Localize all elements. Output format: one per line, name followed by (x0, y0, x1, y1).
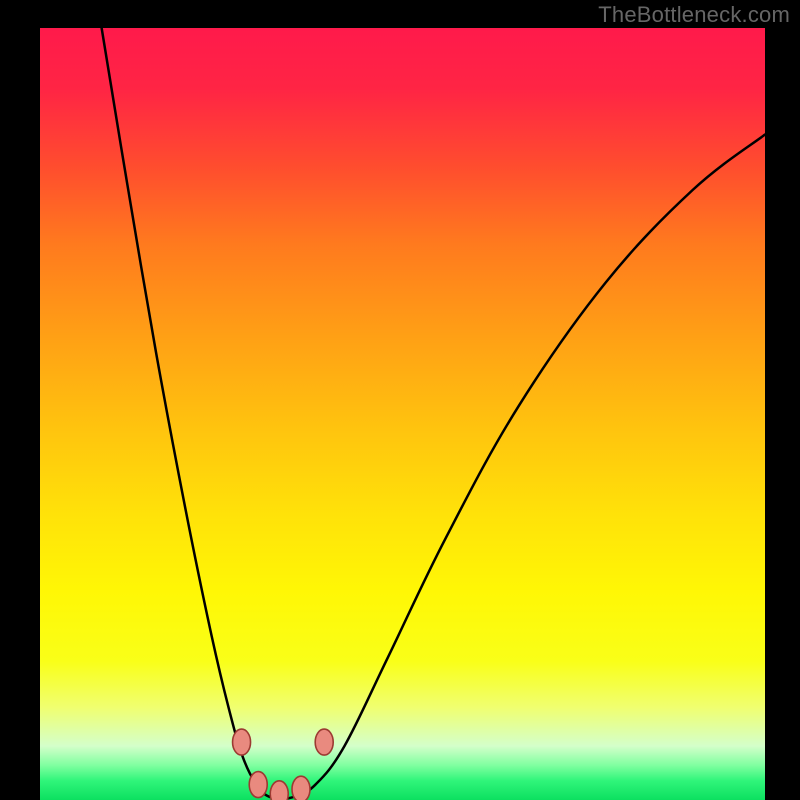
curve-marker (249, 772, 267, 798)
chart-canvas (0, 0, 800, 800)
curve-marker (270, 781, 288, 800)
curve-marker (292, 776, 310, 800)
curve-marker (233, 729, 251, 755)
plot-gradient-background (40, 28, 765, 800)
watermark-text: TheBottleneck.com (598, 2, 790, 28)
curve-marker (315, 729, 333, 755)
